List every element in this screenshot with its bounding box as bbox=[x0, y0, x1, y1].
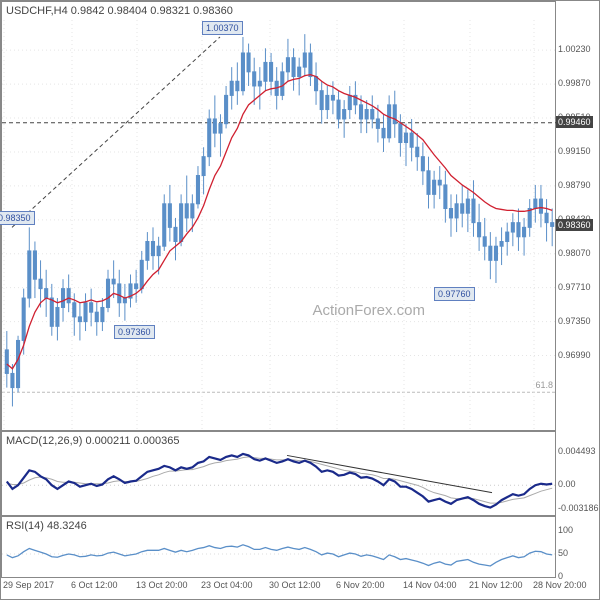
ytick: 100 bbox=[558, 525, 573, 535]
main-svg bbox=[2, 2, 557, 432]
ytick: 0.98070 bbox=[558, 248, 591, 258]
ytick: 0.96990 bbox=[558, 350, 591, 360]
xtick: 14 Nov 04:00 bbox=[403, 580, 457, 590]
xtick: 21 Nov 12:00 bbox=[469, 580, 523, 590]
xtick: 13 Oct 20:00 bbox=[136, 580, 188, 590]
price-annotation: 0.97360 bbox=[114, 325, 155, 339]
ytick: 50 bbox=[558, 548, 568, 558]
macd-panel: MACD(12,26,9) 0.000211 0.000365 bbox=[1, 431, 556, 516]
macd-svg bbox=[2, 432, 557, 517]
main-price-panel: USDCHF,H4 0.9842 0.98404 0.98321 0.98360… bbox=[1, 1, 556, 431]
xtick: 6 Nov 20:00 bbox=[336, 580, 385, 590]
xtick: 6 Oct 12:00 bbox=[71, 580, 118, 590]
price-annotation: 0.98350 bbox=[0, 211, 35, 225]
chart-container: USDCHF,H4 0.9842 0.98404 0.98321 0.98360… bbox=[0, 0, 600, 600]
rsi-panel: RSI(14) 48.3246 bbox=[1, 516, 556, 578]
xtick: 28 Nov 20:00 bbox=[533, 580, 587, 590]
ytick: 1.00230 bbox=[558, 44, 591, 54]
xtick: 29 Sep 2017 bbox=[3, 580, 54, 590]
ytick: 0.00 bbox=[558, 479, 576, 489]
yaxis-price-marker: 0.98360 bbox=[556, 219, 593, 231]
yaxis-macd: -0.003186 0.00 0.004493 bbox=[556, 431, 600, 516]
ytick: -0.003186 bbox=[558, 503, 599, 513]
fib-label: 61.8 bbox=[535, 380, 553, 390]
xaxis: 29 Sep 2017 6 Oct 12:00 13 Oct 20:00 23 Oct… bbox=[1, 578, 600, 601]
price-annotation: 0.97760 bbox=[434, 287, 475, 301]
price-annotation: 1.00370 bbox=[202, 21, 243, 35]
ytick: 0.97350 bbox=[558, 316, 591, 326]
yaxis-price-marker: 0.99460 bbox=[556, 116, 593, 128]
ytick: 0.99150 bbox=[558, 146, 591, 156]
xtick: 23 Oct 04:00 bbox=[201, 580, 253, 590]
rsi-svg bbox=[2, 517, 557, 579]
ytick: 0.004493 bbox=[558, 446, 596, 456]
yaxis-main: 0.969900.973500.977100.980700.984300.987… bbox=[556, 1, 600, 431]
ytick: 0.97710 bbox=[558, 282, 591, 292]
ytick: 0.98790 bbox=[558, 180, 591, 190]
ytick: 0.99870 bbox=[558, 78, 591, 88]
yaxis-rsi: 050100 bbox=[556, 516, 600, 578]
xtick: 30 Oct 12:00 bbox=[269, 580, 321, 590]
